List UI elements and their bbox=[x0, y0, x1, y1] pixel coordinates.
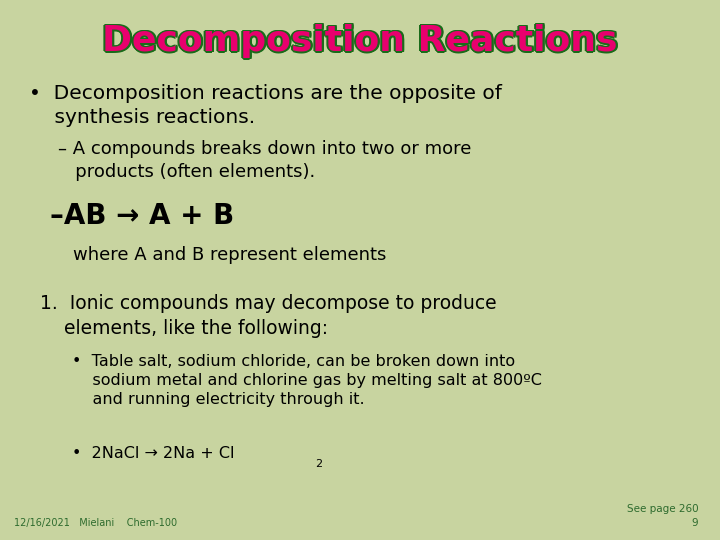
Text: •  2NaCl → 2Na + Cl: • 2NaCl → 2Na + Cl bbox=[72, 446, 235, 461]
Text: Decomposition Reactions: Decomposition Reactions bbox=[102, 26, 618, 60]
Text: Decomposition Reactions: Decomposition Reactions bbox=[100, 24, 616, 58]
Text: Decomposition Reactions: Decomposition Reactions bbox=[102, 24, 618, 58]
Text: – A compounds breaks down into two or more
   products (often elements).: – A compounds breaks down into two or mo… bbox=[58, 140, 471, 181]
Text: 9: 9 bbox=[692, 518, 698, 528]
Text: Decomposition Reactions: Decomposition Reactions bbox=[104, 25, 619, 59]
Text: Decomposition Reactions: Decomposition Reactions bbox=[104, 23, 619, 57]
Text: 2: 2 bbox=[315, 459, 323, 469]
Text: 1.  Ionic compounds may decompose to produce
    elements, like the following:: 1. Ionic compounds may decompose to prod… bbox=[40, 294, 496, 338]
Text: Decomposition Reactions: Decomposition Reactions bbox=[101, 25, 616, 59]
Text: where A and B represent elements: where A and B represent elements bbox=[50, 246, 387, 264]
Text: Decomposition Reactions: Decomposition Reactions bbox=[104, 24, 620, 58]
Text: Decomposition Reactions: Decomposition Reactions bbox=[102, 23, 618, 57]
Text: See page 260: See page 260 bbox=[627, 504, 698, 514]
Text: Decomposition Reactions: Decomposition Reactions bbox=[101, 23, 616, 57]
Text: 12/16/2021   Mielani    Chem-100: 12/16/2021 Mielani Chem-100 bbox=[14, 518, 178, 528]
Text: •  Table salt, sodium chloride, can be broken down into
    sodium metal and chl: • Table salt, sodium chloride, can be br… bbox=[72, 354, 542, 407]
Text: •  Decomposition reactions are the opposite of
    synthesis reactions.: • Decomposition reactions are the opposi… bbox=[29, 84, 502, 127]
Text: –AB → A + B: –AB → A + B bbox=[50, 202, 235, 231]
